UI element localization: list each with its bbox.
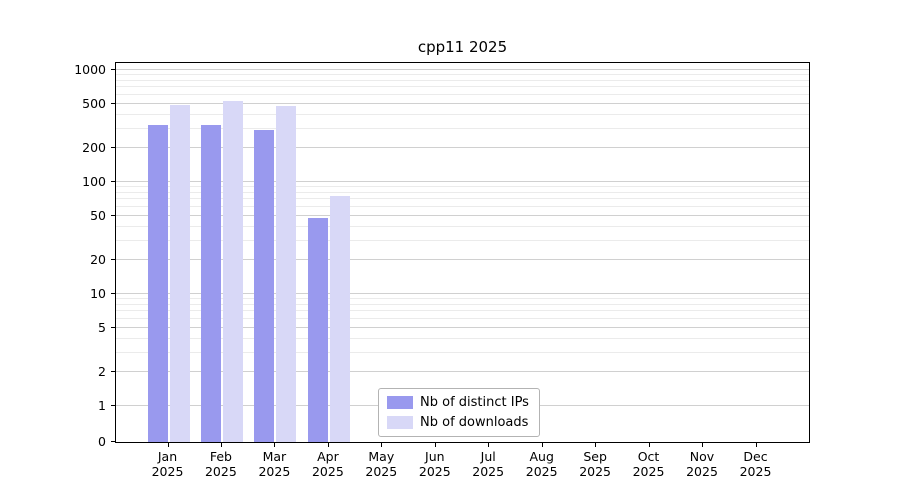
bar-distinct-ips-feb (201, 125, 221, 442)
x-tick-mark (220, 443, 222, 447)
gridline (116, 102, 809, 104)
x-tick-mark (595, 443, 597, 447)
y-tick-label: 5 (98, 319, 106, 335)
gridline (116, 127, 809, 129)
bar-distinct-ips-jan (147, 125, 168, 442)
x-tick-mark (648, 443, 650, 447)
x-tick-label: Aug 2025 (525, 449, 558, 479)
legend-swatch-distinct-ips (387, 396, 413, 409)
bar-downloads-jan (169, 104, 190, 442)
x-tick-mark (381, 443, 383, 447)
legend-item-distinct-ips: Nb of distinct IPs (387, 395, 529, 410)
bar-distinct-ips-apr (307, 217, 328, 442)
gridline (116, 239, 809, 241)
bar-downloads-feb (223, 100, 243, 442)
chart-title: cpp11 2025 (417, 38, 508, 56)
bar-downloads-mar (276, 105, 297, 442)
y-tick-mark (111, 102, 115, 104)
gridline (116, 337, 809, 339)
bar-downloads-apr (329, 196, 350, 442)
x-tick-label: Apr 2025 (311, 449, 344, 479)
gridline (116, 198, 809, 200)
x-tick-label: Mar 2025 (258, 449, 291, 479)
x-tick-label: Jan 2025 (151, 449, 184, 479)
legend: Nb of distinct IPs Nb of downloads (378, 388, 540, 437)
gridline (116, 351, 809, 353)
y-tick-mark (111, 259, 115, 261)
y-tick-label: 10 (90, 286, 106, 301)
y-tick-mark (111, 326, 115, 328)
gridline (116, 181, 809, 182)
y-tick-label: 1 (98, 398, 106, 413)
x-tick-mark (434, 443, 436, 447)
x-tick-mark (702, 443, 703, 447)
legend-item-downloads: Nb of downloads (387, 415, 529, 430)
gridline (116, 113, 809, 115)
y-tick-label: 1000 (74, 62, 106, 77)
y-tick-mark (111, 371, 115, 373)
gridline (116, 259, 809, 261)
y-tick-mark (111, 405, 115, 406)
gridline (116, 74, 809, 76)
y-tick-mark (111, 214, 115, 216)
y-tick-mark (111, 181, 115, 182)
gridline (116, 191, 809, 193)
legend-label-downloads: Nb of downloads (420, 415, 529, 430)
gridline (116, 326, 809, 328)
x-tick-label: Sep 2025 (579, 449, 611, 479)
y-tick-mark (111, 69, 115, 70)
gridline (116, 371, 809, 373)
gridline (116, 69, 809, 70)
gridline (116, 147, 809, 149)
gridline (116, 303, 809, 305)
y-tick-label: 2 (98, 364, 106, 380)
x-tick-label: Oct 2025 (632, 449, 665, 479)
gridline (116, 79, 809, 81)
x-tick-mark (541, 443, 543, 447)
gridline (116, 214, 809, 216)
x-tick-mark (488, 443, 490, 447)
x-tick-label: Jun 2025 (418, 449, 451, 479)
y-tick-label: 200 (82, 140, 106, 156)
gridline (116, 93, 809, 95)
gridline (116, 310, 809, 312)
x-tick-mark (274, 443, 276, 447)
x-tick-label: Feb 2025 (204, 449, 237, 479)
y-tick-mark (111, 293, 115, 294)
legend-swatch-downloads (387, 416, 413, 429)
y-tick-mark (111, 441, 115, 442)
gridline (116, 317, 809, 319)
y-tick-label: 20 (90, 252, 106, 268)
gridline (116, 225, 809, 227)
y-tick-label: 0 (98, 434, 106, 449)
gridline (116, 186, 809, 188)
x-tick-label: Dec 2025 (739, 449, 772, 479)
gridline (116, 205, 809, 207)
x-tick-mark (327, 443, 329, 447)
plot-area: Nb of distinct IPs Nb of downloads (115, 62, 810, 443)
legend-label-distinct-ips: Nb of distinct IPs (420, 395, 529, 410)
x-tick-mark (755, 443, 757, 447)
gridline (116, 298, 809, 300)
x-tick-label: Jul 2025 (472, 449, 505, 479)
gridline (116, 86, 809, 88)
y-tick-mark (111, 147, 115, 149)
gridline (116, 293, 809, 294)
y-tick-label: 50 (90, 207, 106, 223)
x-tick-mark (167, 443, 169, 447)
x-tick-label: May 2025 (365, 449, 398, 479)
y-tick-label: 500 (82, 95, 106, 111)
x-tick-label: Nov 2025 (686, 449, 718, 479)
y-tick-label: 100 (82, 174, 106, 189)
bar-distinct-ips-mar (254, 130, 275, 442)
